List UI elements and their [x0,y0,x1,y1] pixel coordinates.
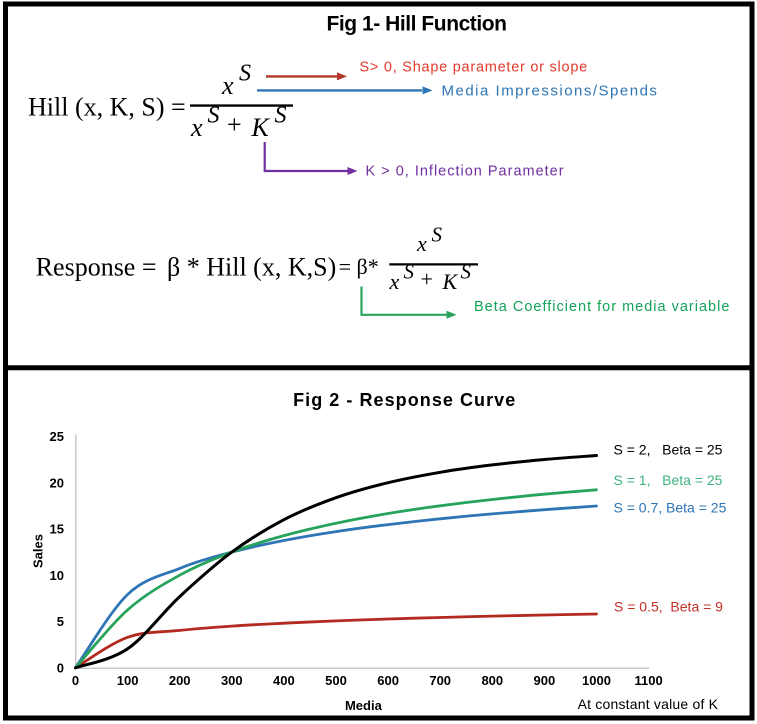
svg-text:25: 25 [50,429,64,444]
svg-text:700: 700 [429,673,451,688]
svg-text:S = 0.7, Beta = 25: S = 0.7, Beta = 25 [614,500,727,516]
svg-text:S: S [461,260,472,284]
svg-text:10: 10 [50,568,64,583]
svg-text:400: 400 [273,673,295,688]
svg-text:Fig 1- Hill Function: Fig 1- Hill Function [327,13,507,36]
svg-text:Media Impressions/Spends: Media Impressions/Spends [442,82,659,99]
svg-text:Beta Coefficient for media var: Beta Coefficient for media variable [474,299,730,315]
svg-text:500: 500 [325,673,347,688]
svg-text:Sales: Sales [31,534,46,568]
svg-text:S: S [239,61,251,87]
svg-text:15: 15 [50,522,64,537]
svg-text:K: K [251,113,271,142]
svg-text:0: 0 [57,661,64,676]
svg-text:0: 0 [72,673,79,688]
svg-text:At constant value of K: At constant value of K [578,696,719,712]
svg-text:800: 800 [481,673,503,688]
svg-text:+: + [227,110,242,139]
svg-text:S = 2, Beta = 25: S = 2, Beta = 25 [614,442,723,458]
svg-text:100: 100 [117,673,139,688]
svg-text:200: 200 [169,673,191,688]
svg-text:K > 0, Inflection Parameter: K > 0, Inflection Parameter [366,164,565,180]
svg-text:S = 0.5, Beta = 9: S = 0.5, Beta = 9 [614,599,723,615]
svg-text:x: x [190,113,203,142]
svg-text:900: 900 [534,673,556,688]
svg-text:+: + [421,267,433,292]
svg-text:β * Hill (x, K,S): β * Hill (x, K,S) [167,253,336,282]
svg-text:5: 5 [57,614,64,629]
svg-text:Hill (x, K, S) =: Hill (x, K, S) = [28,93,186,122]
svg-text:20: 20 [50,475,64,490]
svg-text:= β*: = β* [339,254,379,279]
svg-text:x: x [416,231,427,256]
svg-text:1000: 1000 [582,673,611,688]
svg-text:Fig 2 - Response Curve: Fig 2 - Response Curve [293,390,516,410]
svg-text:S: S [208,103,220,129]
svg-text:300: 300 [221,673,243,688]
svg-text:S: S [432,223,443,247]
svg-text:K: K [442,269,459,294]
svg-text:1100: 1100 [634,673,662,688]
svg-text:S: S [404,260,415,284]
svg-text:Media: Media [345,698,383,713]
svg-text:Response =: Response = [36,253,157,282]
svg-text:S = 1, Beta = 25: S = 1, Beta = 25 [614,472,723,488]
svg-text:S: S [275,103,287,129]
svg-text:600: 600 [377,673,399,688]
svg-text:x: x [389,269,400,294]
svg-text:x: x [221,71,234,100]
svg-text:S> 0, Shape parameter or slope: S> 0, Shape parameter or slope [360,59,588,75]
